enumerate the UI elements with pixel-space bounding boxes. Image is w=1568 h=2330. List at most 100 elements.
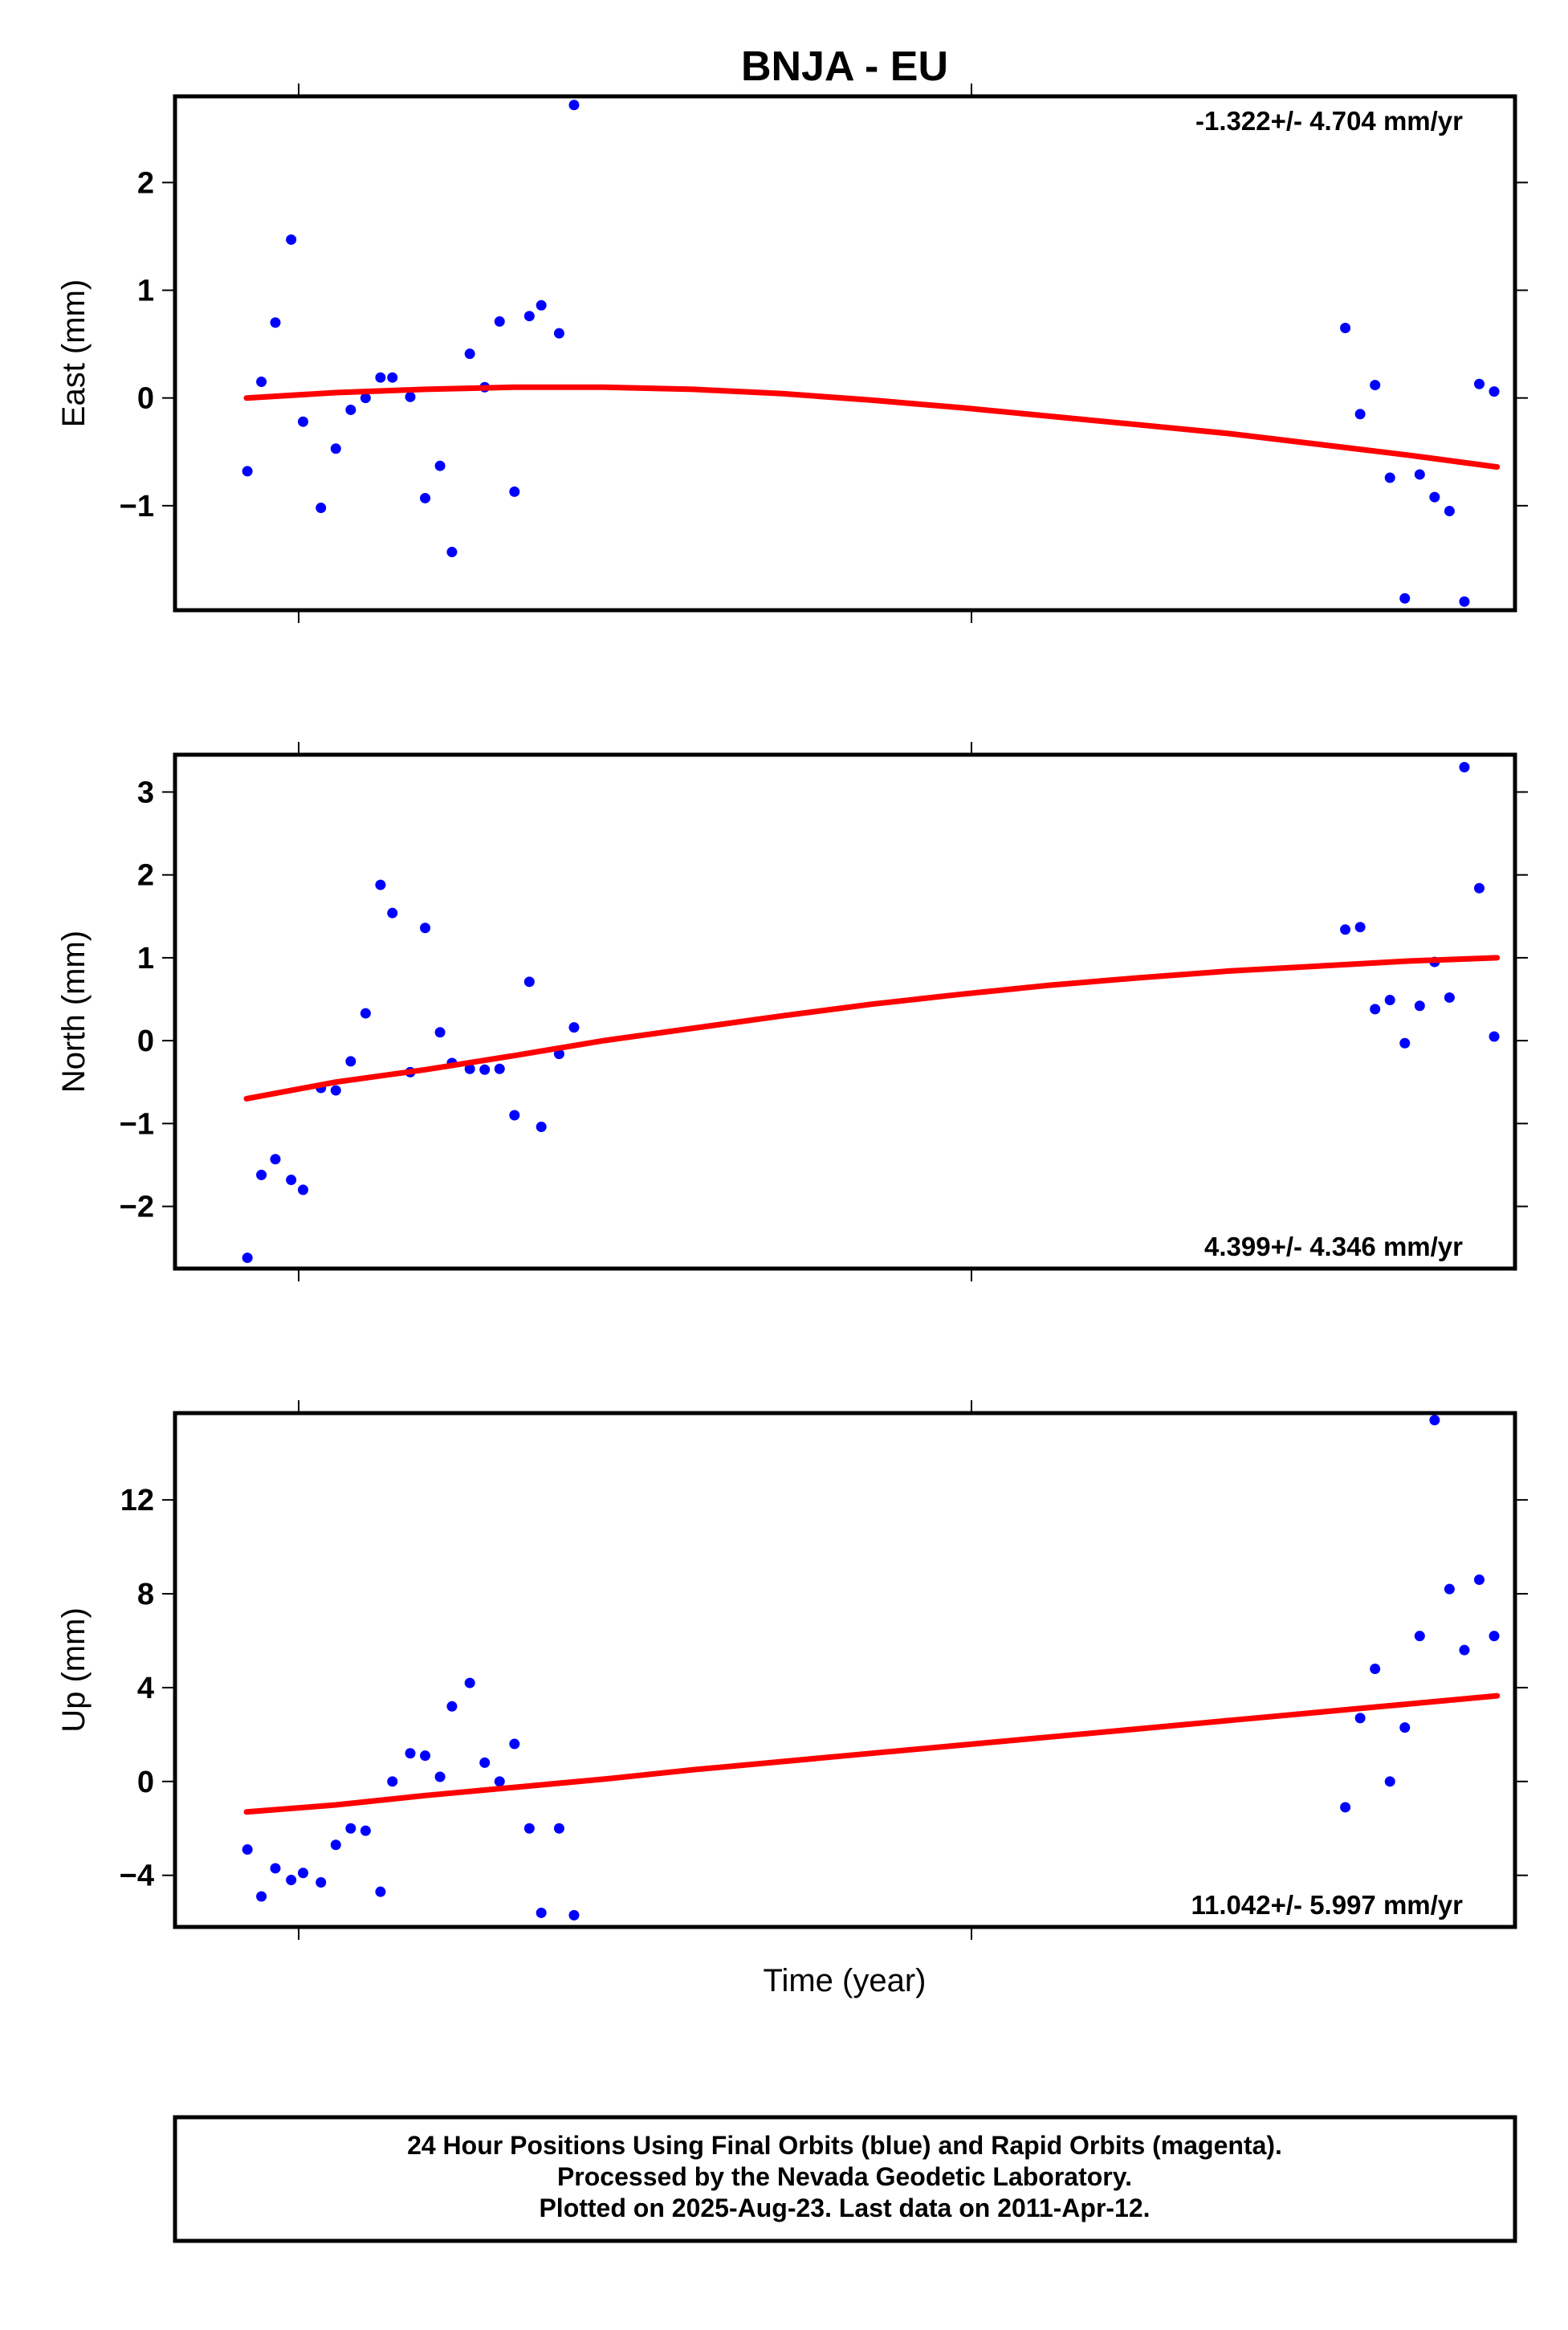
north-data-point (1459, 761, 1470, 772)
up-plot-frame (173, 1411, 1517, 1929)
up-data-point (330, 1839, 341, 1851)
north-ytick-label: 1 (137, 942, 154, 976)
north-fit-line (243, 955, 1501, 1102)
north-data-point (256, 1169, 267, 1180)
up-data-point (360, 1825, 371, 1836)
north-data-point (479, 1064, 491, 1075)
north-data-point (297, 1184, 308, 1196)
east-data-point (420, 492, 431, 503)
east-data-point (1370, 380, 1381, 391)
north-data-point (387, 907, 398, 919)
east-data-point (1354, 409, 1366, 420)
up-data-point (1459, 1644, 1470, 1656)
north-rate-label: 4.399+/- 4.346 mm/yr (1204, 1232, 1463, 1261)
up-data-point (1384, 1776, 1395, 1787)
up-data-point (405, 1748, 416, 1759)
east-data-point (330, 443, 341, 454)
up-y-axis-label: Up (mm) (56, 1607, 92, 1733)
north-ytick-label: −1 (120, 1107, 154, 1141)
east-data-point (434, 460, 446, 471)
north-data-point (509, 1110, 520, 1121)
north-data-point (270, 1154, 281, 1165)
east-data-point (1414, 469, 1425, 480)
east-data-point (242, 466, 253, 477)
up-data-point (286, 1875, 297, 1886)
up-data-point (345, 1823, 356, 1834)
up-data-point (375, 1886, 386, 1897)
up-data-point (387, 1776, 398, 1787)
east-data-point (523, 311, 535, 322)
up-data-point (242, 1844, 253, 1855)
east-data-point (256, 377, 267, 388)
north-ytick-label: 2 (137, 859, 154, 893)
east-data-point (464, 348, 475, 360)
up-data-point (523, 1823, 535, 1834)
east-data-point (509, 486, 520, 497)
up-data-point (256, 1891, 267, 1902)
east-data-point (316, 503, 327, 514)
up-data-point (420, 1750, 431, 1762)
north-ytick-label: −2 (120, 1191, 154, 1224)
north-data-point (1370, 1004, 1381, 1015)
up-data-point (1340, 1802, 1351, 1813)
up-data-point (494, 1776, 505, 1787)
up-data-point (553, 1823, 564, 1834)
east-data-point (375, 372, 386, 383)
east-fit-line (243, 384, 1501, 470)
east-ytick-label: 1 (137, 275, 154, 308)
east-data-point (360, 393, 371, 404)
up-data-point (536, 1907, 547, 1918)
north-data-point (375, 879, 386, 890)
east-data-point (1340, 322, 1351, 333)
up-data-point (1354, 1713, 1366, 1724)
up-rate-label: 11.042+/- 5.997 mm/yr (1191, 1890, 1463, 1920)
up-ytick-label: 0 (137, 1766, 154, 1799)
up-data-point (1399, 1722, 1411, 1733)
east-data-point (1399, 593, 1411, 604)
east-data-point (1444, 506, 1455, 517)
up-data-point (568, 1909, 580, 1921)
footer-line-1: 24 Hour Positions Using Final Orbits (bl… (407, 2131, 1282, 2160)
north-data-point (1473, 882, 1485, 894)
east-data-point (494, 316, 505, 327)
north-data-point (568, 1022, 580, 1033)
up-data-point (1370, 1664, 1381, 1675)
up-ytick-label: 4 (137, 1672, 154, 1705)
east-data-point (1459, 596, 1470, 607)
footer-line-2: Processed by the Nevada Geodetic Laborat… (557, 2162, 1132, 2191)
north-data-point (536, 1121, 547, 1132)
up-data-point (316, 1876, 327, 1888)
east-plot-frame (173, 94, 1517, 613)
footer-box (173, 2115, 1517, 2243)
north-data-point (464, 1063, 475, 1074)
up-data-point (464, 1677, 475, 1688)
east-data-point (1384, 472, 1395, 483)
north-data-point (360, 1008, 371, 1019)
east-data-point (345, 404, 356, 415)
north-y-axis-label: North (mm) (56, 931, 92, 1093)
north-data-point (242, 1253, 253, 1264)
east-data-point (270, 317, 281, 328)
north-data-point (1340, 924, 1351, 935)
north-plot-frame (173, 752, 1517, 1271)
up-ytick-label: 12 (120, 1484, 154, 1517)
north-data-point (420, 923, 431, 934)
footer-line-3: Plotted on 2025-Aug-23. Last data on 201… (539, 2194, 1150, 2222)
east-data-point (405, 391, 416, 402)
north-data-point (1384, 995, 1395, 1006)
north-data-point (434, 1027, 446, 1038)
up-data-point (1429, 1415, 1440, 1426)
up-data-point (1489, 1631, 1500, 1642)
east-data-point (1489, 386, 1500, 397)
north-data-point (286, 1175, 297, 1186)
north-data-point (1399, 1037, 1411, 1049)
up-data-point (297, 1868, 308, 1879)
north-data-point (330, 1085, 341, 1096)
north-ytick-label: 0 (137, 1024, 154, 1058)
up-ytick-label: 8 (137, 1578, 154, 1611)
east-y-axis-label: East (mm) (56, 279, 92, 427)
north-data-point (1444, 992, 1455, 1003)
